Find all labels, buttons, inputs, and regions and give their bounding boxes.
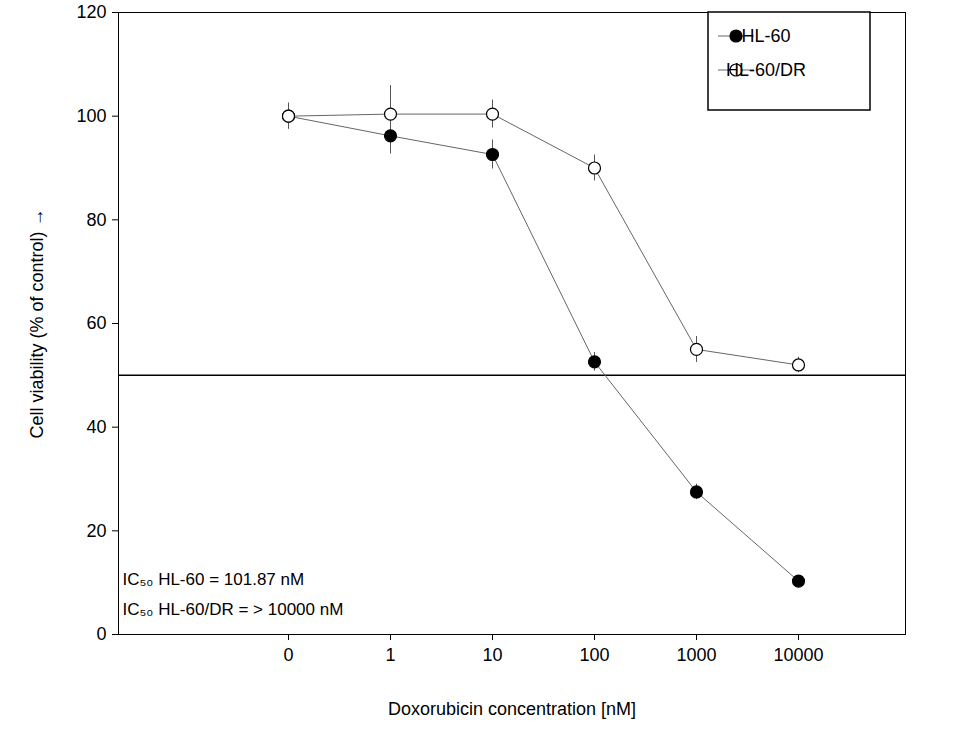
svg-text:100: 100 — [76, 106, 106, 126]
svg-text:60: 60 — [86, 313, 106, 333]
svg-text:IC₅₀ HL-60/DR = > 10000 nM: IC₅₀ HL-60/DR = > 10000 nM — [123, 600, 344, 619]
svg-text:HL-60: HL-60 — [741, 26, 790, 46]
svg-text:0: 0 — [283, 645, 293, 665]
svg-text:120: 120 — [76, 2, 106, 22]
svg-text:40: 40 — [86, 417, 106, 437]
svg-text:Doxorubicin concentration [nM]: Doxorubicin concentration [nM] — [388, 699, 636, 719]
svg-text:HL-60/DR: HL-60/DR — [726, 60, 806, 80]
svg-text:1000: 1000 — [676, 645, 716, 665]
svg-text:100: 100 — [579, 645, 609, 665]
svg-text:20: 20 — [86, 521, 106, 541]
svg-text:Cell viability (% of control): Cell viability (% of control) → — [27, 208, 47, 438]
svg-text:IC₅₀ HL-60 = 101.87 nM: IC₅₀ HL-60 = 101.87 nM — [123, 570, 305, 589]
svg-text:1: 1 — [385, 645, 395, 665]
svg-text:10000: 10000 — [773, 645, 823, 665]
svg-text:80: 80 — [86, 210, 106, 230]
svg-text:10: 10 — [482, 645, 502, 665]
svg-text:0: 0 — [96, 624, 106, 644]
